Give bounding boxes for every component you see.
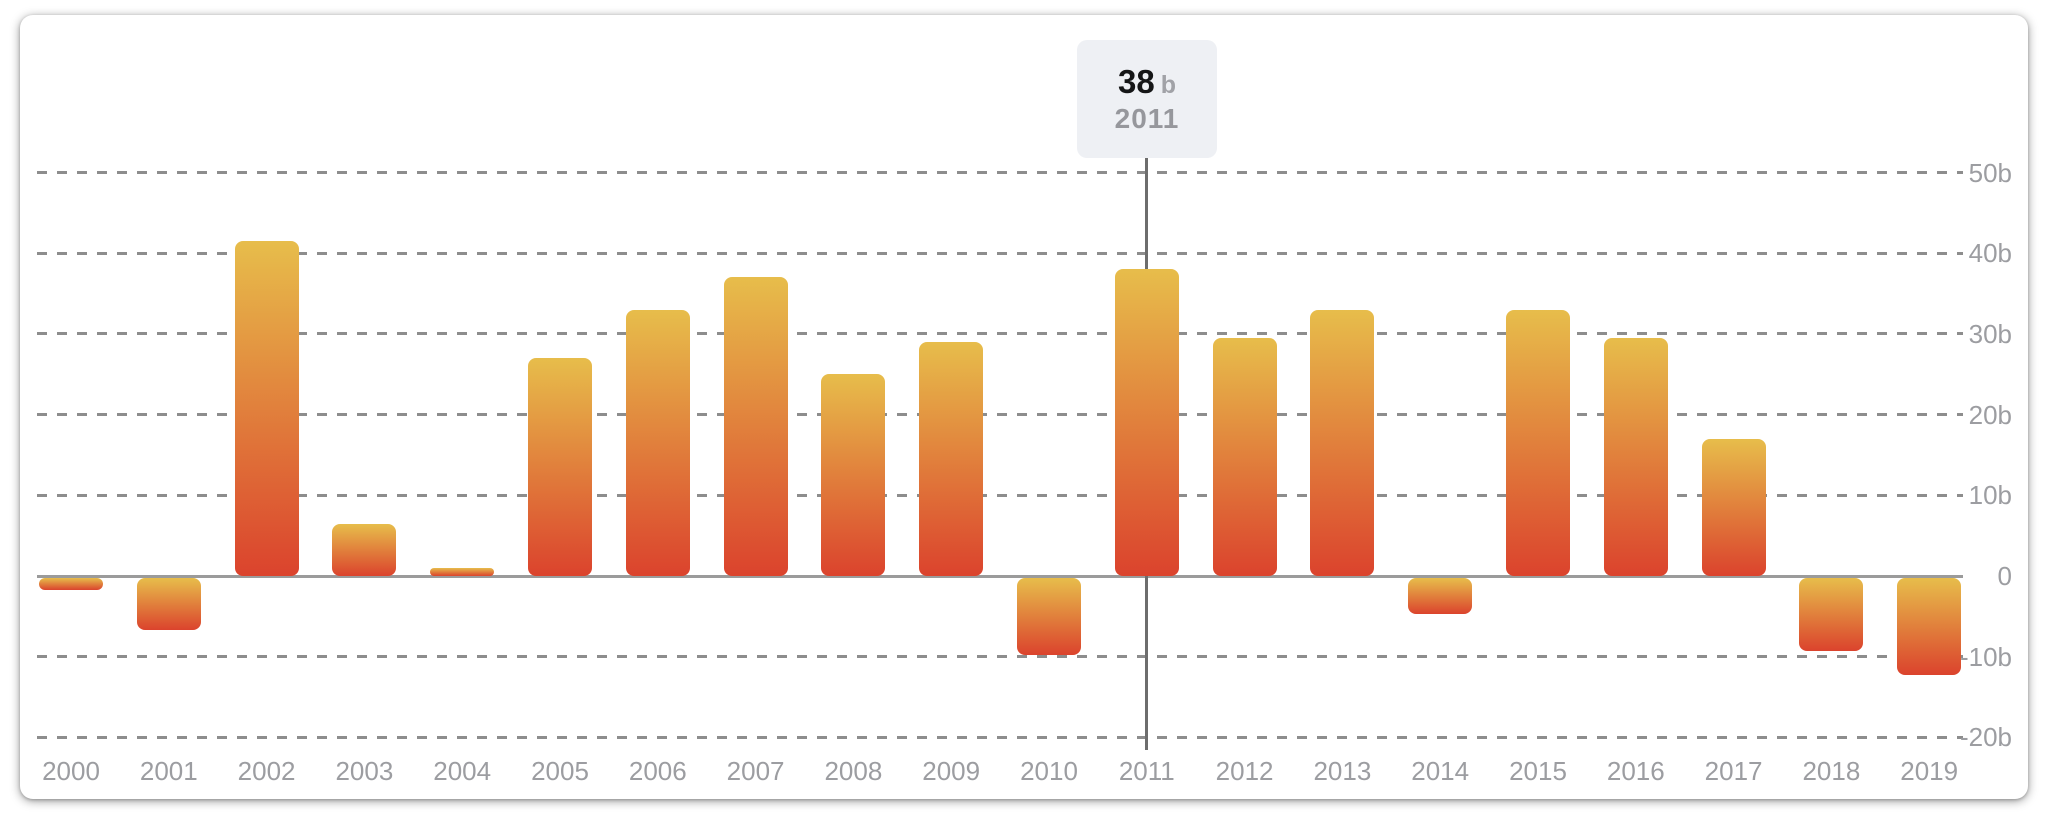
- y-tick-label-40b: 40b: [1968, 238, 2012, 269]
- x-tick-label-2018: 2018: [1802, 756, 1861, 786]
- tooltip-value-row: 38 b: [1118, 65, 1176, 98]
- x-tick-label-2005: 2005: [531, 756, 589, 786]
- bar-2009[interactable]: [919, 341, 984, 576]
- bar-2005[interactable]: [528, 358, 592, 576]
- chart-card: 38 b 2011 50b 40b 30b 20b 10b 0 -10b -20b 2000 20…: [20, 15, 2028, 799]
- bar-chart-plot-area: 38 b 2011 50b 40b 30b 20b 10b 0 -10b -20b 2000 20…: [20, 15, 2028, 799]
- gridline-40b: [37, 251, 1963, 255]
- y-tick-label-20b: 20b: [1968, 399, 2012, 430]
- bar-2019[interactable]: [1897, 578, 1962, 675]
- bar-2011[interactable]: [1114, 269, 1179, 576]
- x-tick-label-2003: 2003: [335, 756, 394, 786]
- x-tick-label-2019: 2019: [1900, 756, 1959, 786]
- x-tick-label-2000: 2000: [42, 756, 100, 786]
- bar-2015[interactable]: [1506, 309, 1570, 576]
- bar-2004[interactable]: [430, 567, 495, 576]
- tooltip-year: 2011: [1114, 103, 1180, 134]
- x-tick-label-2002: 2002: [237, 756, 296, 786]
- bar-2003[interactable]: [332, 523, 397, 576]
- tooltip: 38 b 2011: [1077, 40, 1217, 158]
- x-tick-label-2017: 2017: [1704, 756, 1763, 786]
- x-tick-label-2012: 2012: [1215, 756, 1274, 786]
- y-tick-label-0: 0: [1997, 561, 2012, 591]
- gridline-30b: [37, 332, 1963, 336]
- x-tick-label-2014: 2014: [1411, 756, 1470, 786]
- bar-2013[interactable]: [1310, 309, 1375, 576]
- x-tick-label-2001: 2001: [139, 756, 198, 786]
- x-tick-label-2011: 2011: [1118, 756, 1175, 786]
- bar-2006[interactable]: [625, 309, 690, 576]
- y-tick-label--10b: -10b: [1959, 641, 2012, 672]
- zero-axis-line: [37, 574, 1963, 578]
- x-tick-label-2008: 2008: [824, 756, 883, 786]
- gridline-20b: [37, 413, 1963, 417]
- x-tick-label-2004: 2004: [433, 756, 492, 786]
- x-tick-label-2013: 2013: [1313, 756, 1372, 786]
- bar-2017[interactable]: [1701, 438, 1766, 576]
- bar-2016[interactable]: [1603, 337, 1668, 576]
- y-tick-label--20b: -20b: [1959, 722, 2012, 753]
- gridline--10b: [37, 655, 1963, 659]
- bar-2018[interactable]: [1799, 578, 1864, 651]
- bar-2012[interactable]: [1212, 337, 1277, 576]
- bar-2001[interactable]: [136, 578, 201, 631]
- x-tick-label-2006: 2006: [628, 756, 687, 786]
- x-tick-label-2015: 2015: [1509, 756, 1567, 786]
- gridline-10b: [37, 493, 1963, 497]
- y-tick-label-10b: 10b: [1968, 480, 2012, 511]
- gridline--20b: [37, 735, 1963, 739]
- tooltip-value: 38: [1118, 63, 1155, 100]
- bar-2010[interactable]: [1017, 578, 1081, 655]
- bar-2014[interactable]: [1408, 578, 1473, 615]
- x-tick-label-2010: 2010: [1020, 756, 1078, 786]
- x-tick-label-2016: 2016: [1606, 756, 1665, 786]
- x-tick-label-2009: 2009: [922, 756, 981, 786]
- bar-2007[interactable]: [723, 277, 788, 576]
- y-tick-label-50b: 50b: [1968, 157, 2012, 188]
- y-tick-label-30b: 30b: [1968, 318, 2012, 349]
- x-tick-label-2007: 2007: [726, 756, 785, 786]
- gridline-50b: [37, 171, 1963, 174]
- bar-2002[interactable]: [234, 241, 299, 576]
- bar-2000[interactable]: [39, 578, 103, 591]
- bar-2008[interactable]: [821, 374, 886, 576]
- tooltip-unit: b: [1160, 71, 1176, 99]
